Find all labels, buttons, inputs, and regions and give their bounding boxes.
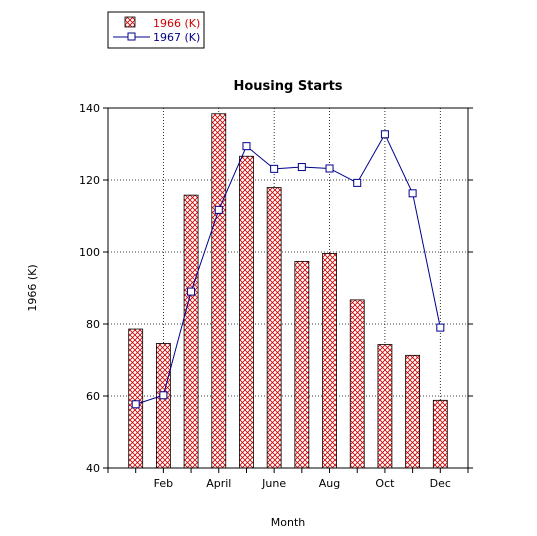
legend-box <box>107 11 205 49</box>
x-tick-label: Dec <box>430 477 451 490</box>
bar-1966-oct <box>377 344 393 469</box>
point-1967-feb <box>159 391 168 400</box>
bar-1966-jan <box>128 328 144 469</box>
x-tick-label: Feb <box>154 477 173 490</box>
point-1967-april <box>214 205 223 214</box>
chart-title: Housing Starts <box>233 79 342 94</box>
point-1967-june <box>270 164 279 173</box>
bar-1966-sep <box>349 299 365 469</box>
legend-label-1967: 1967 (K) <box>153 31 200 44</box>
x-tick-label: Aug <box>319 477 340 490</box>
y-tick-label: 40 <box>86 462 100 475</box>
y-tick-label: 80 <box>86 318 100 331</box>
x-tick-label: June <box>261 477 286 490</box>
bars <box>128 113 448 469</box>
point-1967-may <box>242 142 251 151</box>
bar-1966-nov <box>405 354 421 469</box>
x-tick-label: April <box>206 477 231 490</box>
bar-1966-jul <box>294 260 310 469</box>
point-1967-nov <box>408 189 417 198</box>
point-1967-sep <box>353 178 362 187</box>
bar-1966-dec <box>432 399 448 469</box>
y-tick-label: 100 <box>79 246 100 259</box>
x-axis-title: Month <box>271 516 306 529</box>
line-1967 <box>135 133 441 405</box>
legend-marker-1967 <box>127 32 136 41</box>
legend-swatch-1966 <box>124 16 136 28</box>
bar-1966-feb <box>155 343 171 469</box>
line-series <box>131 130 445 409</box>
point-1967-mar <box>187 287 196 296</box>
point-1967-oct <box>380 130 389 139</box>
legend-label-1966: 1966 (K) <box>153 17 200 30</box>
point-1967-jan <box>131 400 140 409</box>
point-1967-aug <box>325 164 334 173</box>
y-tick-label: 60 <box>86 390 100 403</box>
y-tick-label: 140 <box>79 102 100 115</box>
bar-1966-aug <box>322 253 337 469</box>
x-tick-label: Oct <box>375 477 395 490</box>
point-1967-dec <box>436 323 445 332</box>
legend: 1966 (K) 1967 (K) <box>107 11 205 49</box>
y-axis-title: 1966 (K) <box>26 264 39 311</box>
bar-1966-june <box>266 187 282 469</box>
bar-1966-mar <box>183 194 199 469</box>
y-tick-label: 120 <box>79 174 100 187</box>
x-axis: Feb April June Aug Oct Dec <box>107 468 469 490</box>
bar-1966-may <box>239 155 254 469</box>
point-1967-jul <box>297 163 306 172</box>
y-axis: 40 60 80 100 120 140 <box>79 102 473 475</box>
bar-1966-april <box>211 113 227 469</box>
plot-frame <box>107 107 469 469</box>
